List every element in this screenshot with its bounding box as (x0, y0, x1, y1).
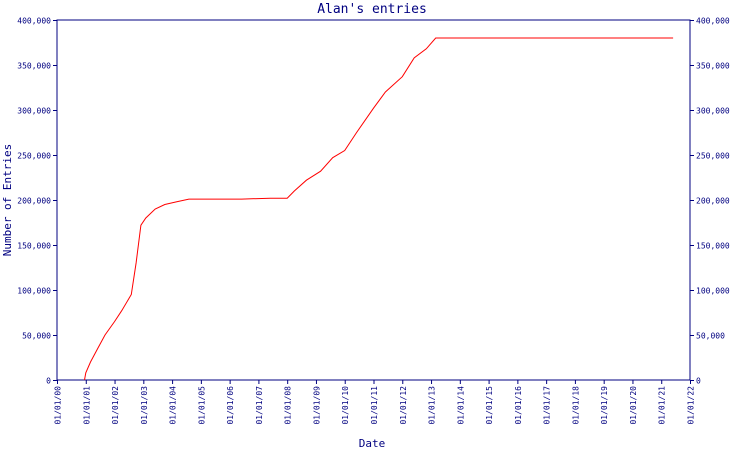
x-tick-label: 01/01/09 (312, 386, 321, 425)
y-tick-label-left: 0 (46, 377, 51, 386)
y-axis-label: Number of Entries (1, 144, 14, 257)
y-tick-label-right: 400,000 (696, 17, 730, 26)
y-tick-label-left: 350,000 (17, 62, 51, 71)
y-tick-label-right: 250,000 (696, 152, 730, 161)
y-tick-label-left: 250,000 (17, 152, 51, 161)
y-tick-label-left: 100,000 (17, 287, 51, 296)
x-axis-label: Date (359, 437, 386, 450)
x-tick-label: 01/01/06 (226, 386, 235, 425)
x-tick-label: 01/01/03 (140, 386, 149, 425)
x-tick-label: 01/01/07 (255, 386, 264, 425)
y-tick-label-left: 400,000 (17, 17, 51, 26)
y-tick-label-left: 200,000 (17, 197, 51, 206)
x-tick-label: 01/01/00 (54, 386, 63, 425)
x-tick-label: 01/01/17 (543, 386, 552, 425)
x-tick-label: 01/01/04 (169, 386, 178, 425)
y-tick-label-right: 50,000 (696, 332, 725, 341)
x-tick-label: 01/01/05 (197, 386, 206, 425)
x-tick-label: 01/01/01 (82, 386, 91, 425)
axes (56, 19, 691, 381)
series (84, 37, 674, 381)
x-tick-label: 01/01/21 (658, 386, 667, 425)
y-tick-label-left: 300,000 (17, 107, 51, 116)
y-tick-label-left: 150,000 (17, 242, 51, 251)
y-tick-label-right: 150,000 (696, 242, 730, 251)
x-tick-label: 01/01/12 (399, 386, 408, 425)
chart-title: Alan's entries (317, 2, 427, 17)
x-tick-label: 01/01/19 (600, 386, 609, 425)
x-tick-label: 01/01/02 (111, 386, 120, 425)
x-tick-label: 01/01/14 (456, 386, 465, 425)
x-tick-label: 01/01/16 (514, 386, 523, 425)
y-tick-label-right: 300,000 (696, 107, 730, 116)
x-tick-label: 01/01/18 (571, 386, 580, 425)
series-line (84, 37, 674, 381)
y-tick-label-right: 0 (696, 377, 701, 386)
x-tick-label: 01/01/15 (485, 386, 494, 425)
ticks: 0 0 50,000 50,000 100,000 100,000 150,000 150,0… (17, 17, 730, 425)
x-tick-label: 01/01/22 (687, 386, 696, 425)
y-tick-label-right: 200,000 (696, 197, 730, 206)
y-tick-label-left: 50,000 (22, 332, 51, 341)
x-tick-label: 01/01/08 (284, 386, 293, 425)
x-tick-label: 01/01/13 (428, 386, 437, 425)
x-tick-label: 01/01/20 (629, 386, 638, 425)
y-tick-label-right: 100,000 (696, 287, 730, 296)
x-tick-label: 01/01/10 (341, 386, 350, 425)
y-tick-label-right: 350,000 (696, 62, 730, 71)
x-tick-label: 01/01/11 (370, 386, 379, 425)
plot-frame (56, 19, 691, 381)
